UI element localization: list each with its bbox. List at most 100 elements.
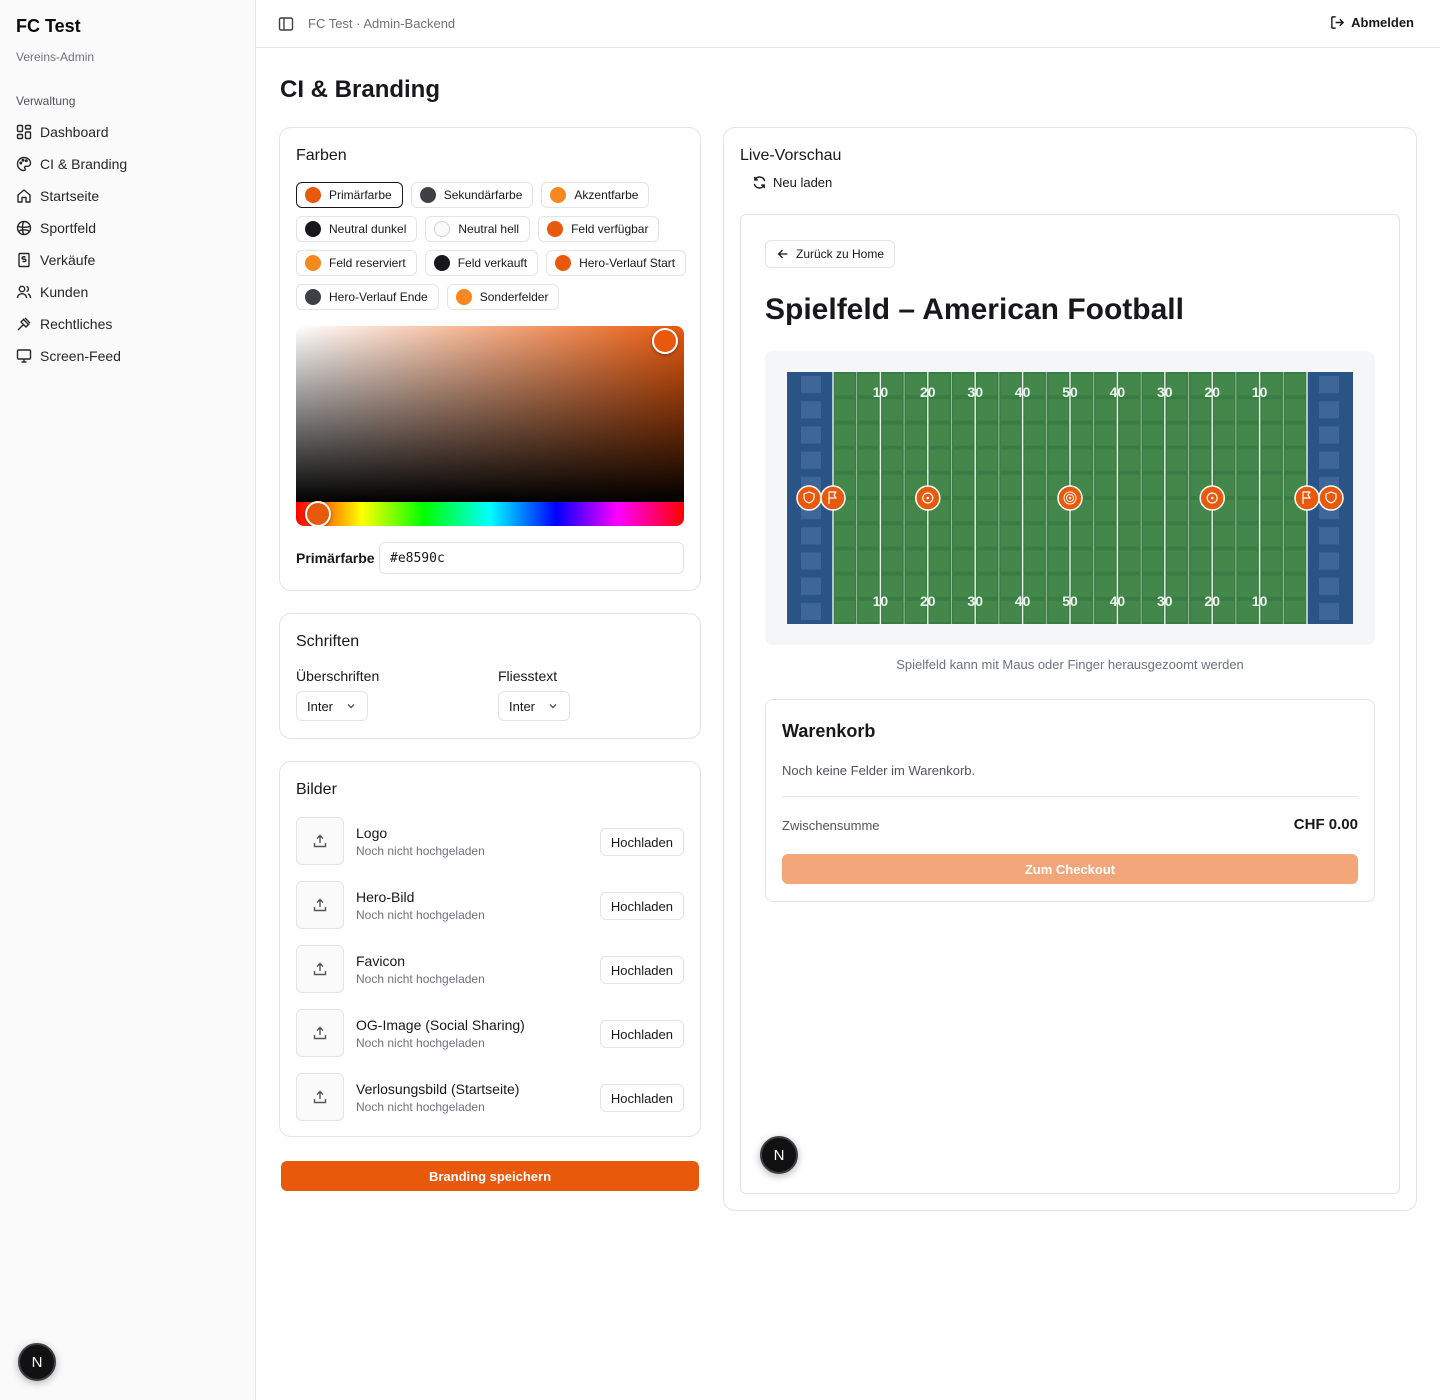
field-cell <box>835 399 855 421</box>
upload-icon <box>313 1026 327 1040</box>
saturation-handle[interactable] <box>652 328 678 354</box>
field-cell <box>1072 525 1092 547</box>
headings-font-select[interactable]: Inter <box>296 691 369 721</box>
chip-hero-end[interactable]: Hero-Verlauf Ende <box>296 284 439 310</box>
hue-slider[interactable] <box>296 502 684 526</box>
field-cell <box>858 600 879 622</box>
field-cell <box>882 449 903 471</box>
yard-number: 10 <box>873 593 889 609</box>
chip-field-reserved[interactable]: Feld reserviert <box>296 250 417 276</box>
sidebar-toggle-icon[interactable] <box>278 16 294 32</box>
sidebar-nav: Dashboard CI & Branding Startseite Sport… <box>8 116 248 372</box>
field-cell <box>1237 474 1258 496</box>
upload-button[interactable]: Hochladen <box>599 1084 684 1112</box>
sidebar-item-kunden[interactable]: Kunden <box>8 276 248 308</box>
sidebar-item-sportfeld[interactable]: Sportfeld <box>8 212 248 244</box>
yard-number: 40 <box>1015 384 1031 400</box>
upload-dropzone[interactable] <box>296 945 344 993</box>
upload-dropzone[interactable] <box>296 817 344 865</box>
field-cell <box>929 399 950 421</box>
image-status: Noch nicht hochgeladen <box>356 972 485 986</box>
chip-accent[interactable]: Akzentfarbe <box>541 182 650 208</box>
upload-dropzone[interactable] <box>296 1073 344 1121</box>
sidebar-item-dashboard[interactable]: Dashboard <box>8 116 248 148</box>
chip-label: Hero-Verlauf Start <box>579 256 676 270</box>
field-cell <box>1166 374 1187 396</box>
chip-field-sold[interactable]: Feld verkauft <box>424 250 539 276</box>
sidebar-item-label: Kunden <box>40 284 89 300</box>
field-cell <box>929 600 950 622</box>
chip-special-fields[interactable]: Sonderfelder <box>446 284 560 310</box>
field-cell <box>1190 600 1211 622</box>
yard-number: 50 <box>1062 384 1078 400</box>
field-cell <box>1214 399 1234 421</box>
chip-field-available[interactable]: Feld verfügbar <box>538 216 660 242</box>
subtotal-value: CHF 0.00 <box>1293 816 1358 833</box>
field-cell <box>835 575 855 597</box>
upload-button[interactable]: Hochladen <box>599 1020 684 1048</box>
upload-dropzone[interactable] <box>296 881 344 929</box>
next-dev-badge[interactable]: N <box>18 1343 56 1381</box>
field-cell <box>1095 575 1116 597</box>
back-home-button[interactable]: Zurück zu Home <box>765 240 896 268</box>
field-cell <box>1095 399 1116 421</box>
body-font-label: Fliesstext <box>498 668 558 684</box>
hex-input[interactable] <box>379 542 684 574</box>
field-cell <box>1072 449 1092 471</box>
chip-hero-start[interactable]: Hero-Verlauf Start <box>546 250 687 276</box>
checkout-button[interactable]: Zum Checkout <box>782 854 1358 884</box>
field-cell <box>977 449 997 471</box>
sidebar-item-branding[interactable]: CI & Branding <box>8 148 248 180</box>
field-cell <box>835 449 855 471</box>
field-cell <box>1000 500 1021 522</box>
endzone-cell <box>801 527 821 545</box>
field-cell <box>929 525 950 547</box>
endzone-cell <box>801 451 821 469</box>
save-branding-button[interactable]: Branding speichern <box>281 1161 699 1191</box>
chip-primary[interactable]: Primärfarbe <box>296 182 403 208</box>
chip-neutral-dark[interactable]: Neutral dunkel <box>296 216 418 242</box>
upload-button[interactable]: Hochladen <box>599 956 684 984</box>
body-font-select[interactable]: Inter <box>498 691 571 721</box>
field-cell <box>858 575 879 597</box>
field-cell <box>1261 474 1282 496</box>
saturation-area[interactable] <box>296 326 684 502</box>
color-swatch <box>433 255 450 271</box>
field-cell <box>1119 575 1140 597</box>
sidebar-item-rechtliches[interactable]: Rechtliches <box>8 308 248 340</box>
reload-button[interactable]: Neu laden <box>752 175 832 190</box>
field-cell <box>977 474 997 496</box>
sidebar-item-startseite[interactable]: Startseite <box>8 180 248 212</box>
headings-font-label: Überschriften <box>296 668 380 684</box>
field-cell <box>1072 424 1092 446</box>
sidebar-item-verkaeufe[interactable]: Verkäufe <box>8 244 248 276</box>
field-cell <box>1190 374 1211 396</box>
yard-number: 40 <box>1110 384 1126 400</box>
field-cell <box>1000 399 1021 421</box>
football-field[interactable]: 10 10 20 20 30 30 40 40 50 50 40 40 30 30 20 20 10 10 <box>765 351 1375 645</box>
image-status: Noch nicht hochgeladen <box>356 844 485 858</box>
sidebar-item-screen-feed[interactable]: Screen-Feed <box>8 340 248 372</box>
hue-handle[interactable] <box>305 501 331 526</box>
color-swatch <box>547 221 564 237</box>
back-label: Zurück zu Home <box>796 247 885 261</box>
upload-button[interactable]: Hochladen <box>599 892 684 920</box>
field-cell <box>1143 449 1163 471</box>
next-dev-badge[interactable]: N <box>760 1136 798 1174</box>
upload-dropzone[interactable] <box>296 1009 344 1057</box>
logout-button[interactable]: Abmelden <box>1330 15 1414 30</box>
field-cell <box>977 525 997 547</box>
field-cell <box>906 600 926 622</box>
upload-button[interactable]: Hochladen <box>599 828 684 856</box>
field-cell <box>1095 600 1116 622</box>
field-cell <box>953 600 974 622</box>
chip-secondary[interactable]: Sekundärfarbe <box>410 182 534 208</box>
yard-number: 10 <box>873 384 889 400</box>
endzone-cell <box>1319 577 1339 595</box>
color-chips: Primärfarbe Sekundärfarbe Akzentfarbe Ne… <box>296 182 687 318</box>
images-card: Bilder Logo Noch nicht hochgeladen Hochl… <box>279 761 701 1137</box>
chip-neutral-light[interactable]: Neutral hell <box>425 216 531 242</box>
field-cell <box>906 550 926 572</box>
color-picker[interactable] <box>296 326 684 526</box>
target-icon <box>926 496 930 500</box>
